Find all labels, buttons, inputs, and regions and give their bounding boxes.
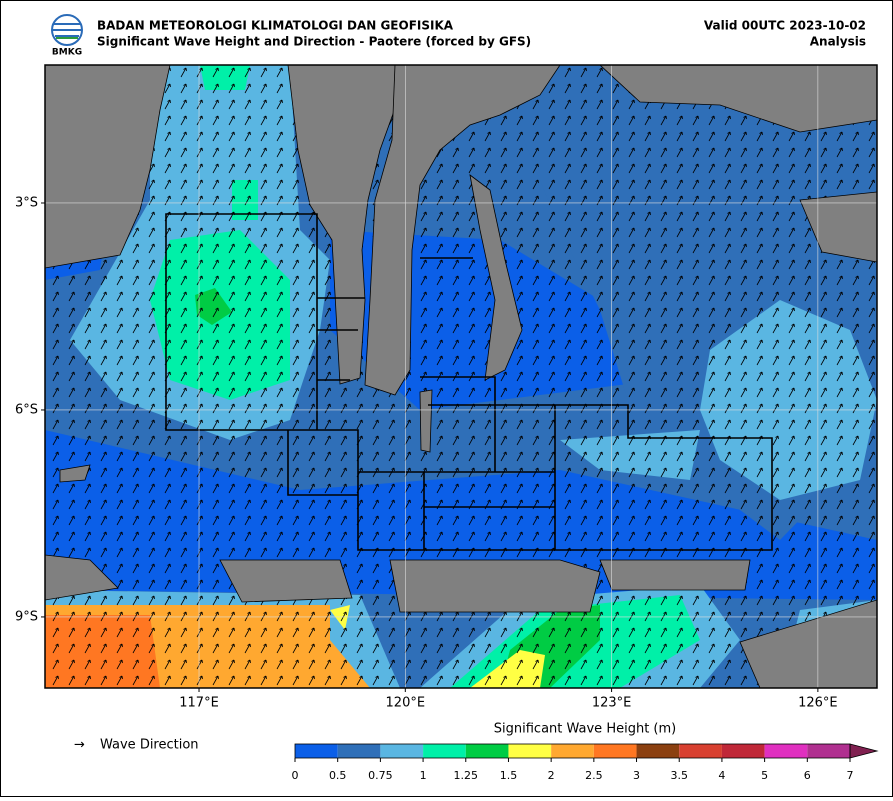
colorbar-segment: [721, 744, 765, 758]
colorbar-tick-label: 4: [718, 769, 725, 782]
land: [469, 174, 523, 381]
colorbar-segment: [807, 744, 850, 758]
region-boundary: [165, 213, 773, 551]
colorbar-tick-label: 7: [847, 769, 854, 782]
x-tick-label: 117°E: [179, 696, 219, 711]
logo-text: BMKG: [52, 48, 82, 58]
map: [45, 65, 877, 688]
colorbar-tick-label: 6: [804, 769, 811, 782]
land: [364, 65, 561, 396]
land: [45, 65, 171, 269]
colorbar-tick-label: 0.5: [329, 769, 347, 782]
colorbar-tick-label: 3.5: [670, 769, 688, 782]
map-frame: [44, 64, 878, 689]
colorbar-title: Significant Wave Height (m): [494, 722, 676, 737]
colorbar-tick-label: 0.75: [368, 769, 393, 782]
colorbar-segment: [764, 744, 808, 758]
x-tick-label: 120°E: [386, 696, 426, 711]
colorbar-tick-label: 1.25: [454, 769, 479, 782]
valid-time: Valid 00UTC 2023-10-02: [704, 19, 866, 33]
logo: BMKG: [51, 14, 83, 58]
land: [599, 65, 877, 133]
colorbar-tick-label: 3: [633, 769, 640, 782]
colorbar-tick-label: 1.5: [500, 769, 518, 782]
subtitle: Significant Wave Height and Direction - …: [97, 35, 531, 49]
colorbar-segment: [465, 744, 509, 758]
colorbar-tick-label: 2: [548, 769, 555, 782]
analysis-label: Analysis: [810, 35, 866, 49]
colorbar-tick-label: 5: [761, 769, 768, 782]
colorbar-segment: [679, 744, 722, 758]
colorbar-segment: [380, 744, 424, 758]
legend-symbol: →: [74, 738, 85, 753]
colorbar-segment: [295, 744, 338, 758]
colorbar-tick-label: 1: [420, 769, 427, 782]
y-tick-label: 6°S: [15, 402, 38, 417]
colorbar-tick-label: 0: [292, 769, 299, 782]
colorbar-segment: [636, 744, 680, 758]
x-tick-label: 123°E: [592, 696, 632, 711]
y-tick-label: 3°S: [15, 195, 38, 210]
land: [799, 191, 877, 263]
colorbar-segment: [508, 744, 552, 758]
colorbar-segment: [423, 744, 466, 758]
land: [419, 389, 433, 453]
title: BADAN METEOROLOGI KLIMATOLOGI DAN GEOFIS…: [97, 19, 454, 33]
y-tick-label: 9°S: [15, 609, 38, 624]
colorbar-tick-label: 2.5: [585, 769, 603, 782]
colorbar-segment: [593, 744, 637, 758]
x-tick-label: 126°E: [798, 696, 838, 711]
land: [45, 464, 877, 688]
legend-label: Wave Direction: [100, 738, 199, 753]
colorbar-segment: [337, 744, 381, 758]
colorbar-frame: [294, 743, 851, 759]
colorbar-segment: [551, 744, 594, 758]
